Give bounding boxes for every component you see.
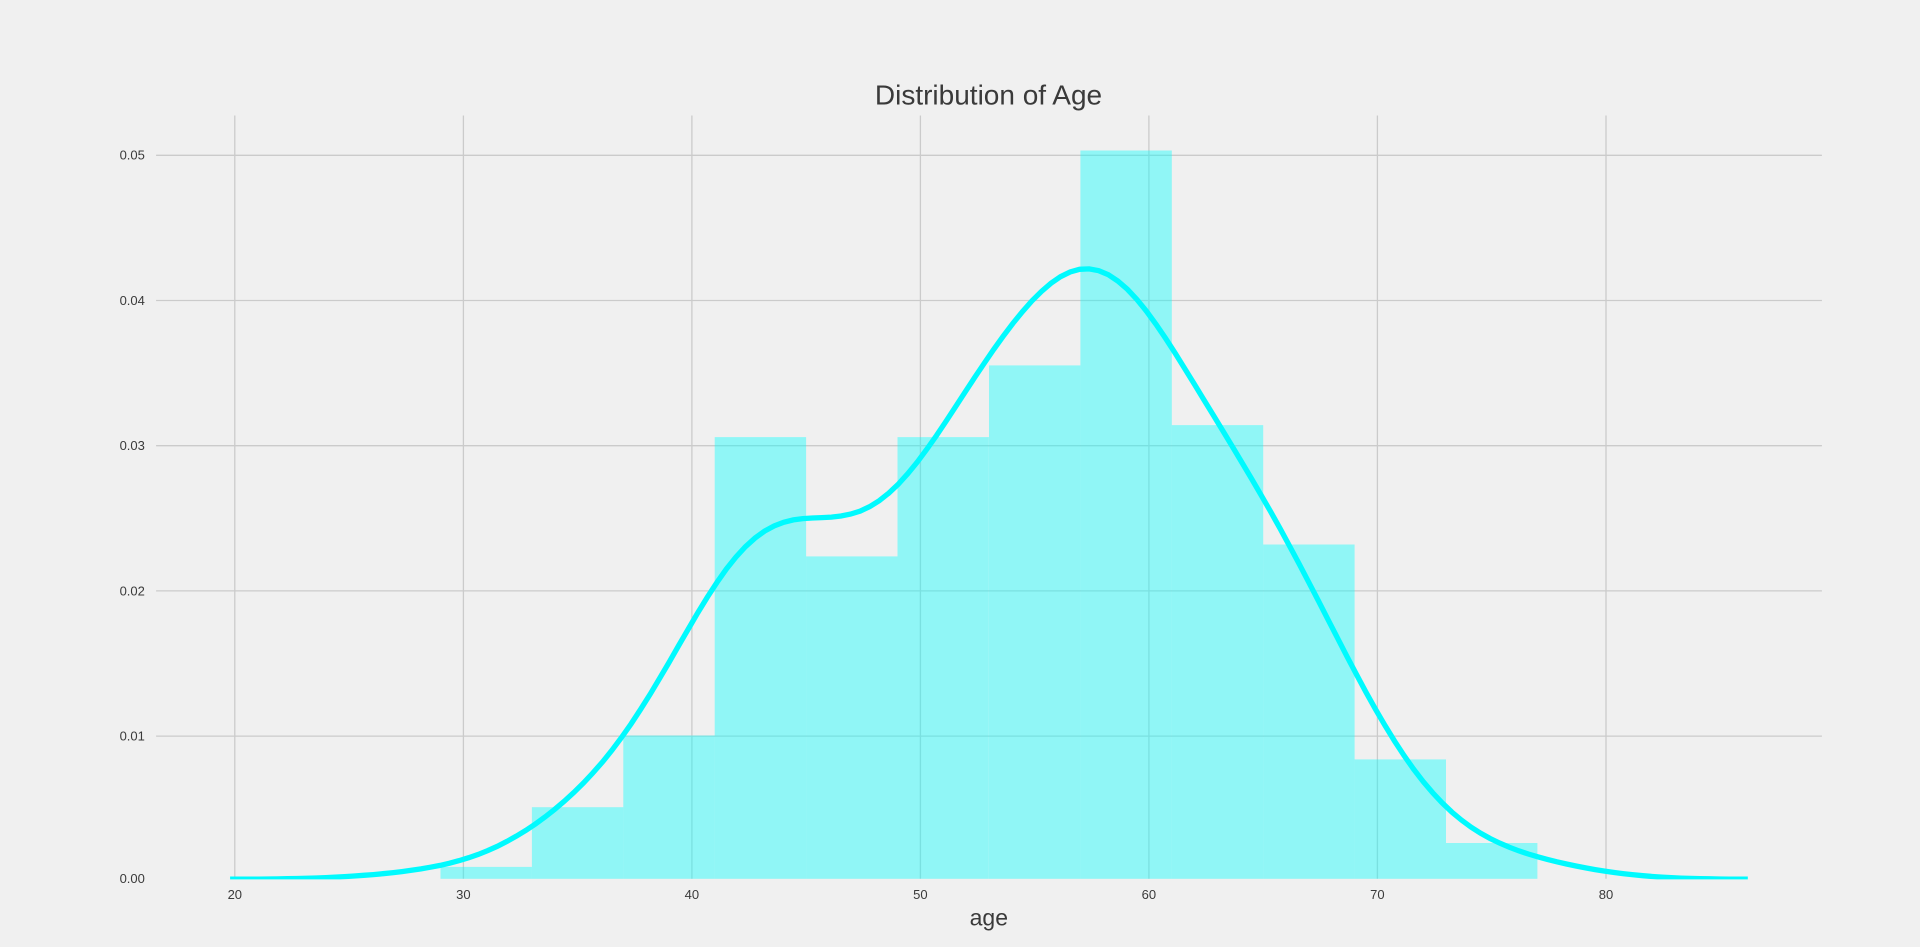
- svg-text:80: 80: [1599, 887, 1613, 902]
- svg-text:70: 70: [1370, 887, 1384, 902]
- svg-text:0.05: 0.05: [120, 148, 145, 163]
- svg-text:0.03: 0.03: [120, 438, 145, 453]
- svg-text:0.04: 0.04: [120, 293, 145, 308]
- svg-text:0.01: 0.01: [120, 729, 145, 744]
- svg-text:0.00: 0.00: [120, 871, 145, 886]
- svg-text:0.02: 0.02: [120, 583, 145, 598]
- svg-text:60: 60: [1142, 887, 1156, 902]
- svg-text:30: 30: [456, 887, 470, 902]
- svg-text:40: 40: [685, 887, 699, 902]
- svg-text:age: age: [970, 905, 1008, 931]
- svg-text:20: 20: [228, 887, 242, 902]
- svg-text:Distribution of Age: Distribution of Age: [875, 80, 1102, 111]
- svg-text:50: 50: [913, 887, 927, 902]
